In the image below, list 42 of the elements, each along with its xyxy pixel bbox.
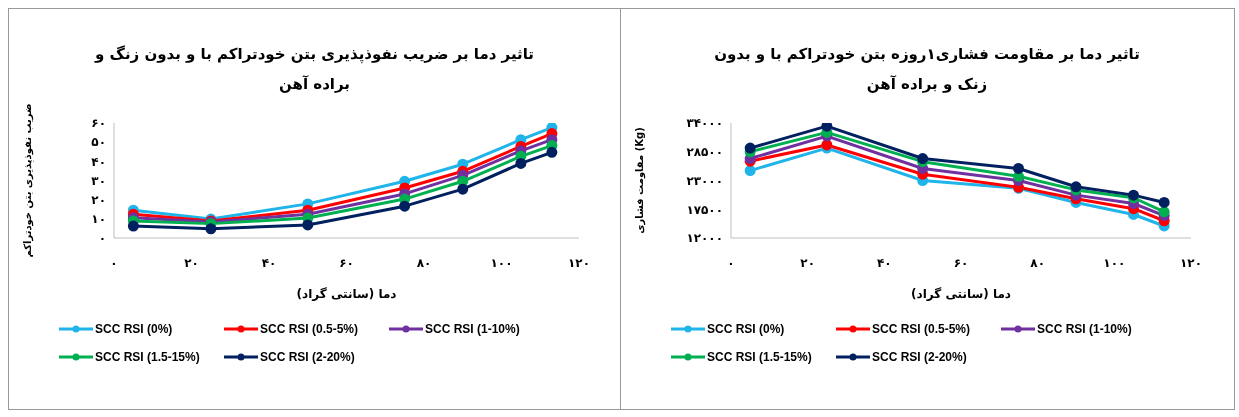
legend-label: SCC RSI (1.5-15%) (95, 350, 200, 364)
y-tick-label: ۶۰ (91, 116, 106, 131)
legend-label: SCC RSI (1.5-15%) (707, 350, 812, 364)
legend-label: SCC RSI (2-20%) (872, 350, 967, 364)
x-axis-title: دما (سانتی گراد) (911, 287, 1011, 301)
x-tick-label: ۶۰ (953, 255, 969, 270)
y-tick-label: ۱۷۵۰۰ (686, 202, 723, 217)
y-tick-label: ۲۳۰۰۰ (686, 173, 723, 188)
x-tick-label: ۸۰ (1030, 255, 1045, 270)
legend-label: SCC RSI (0%) (95, 322, 173, 336)
x-tick-label: ۱۲۰ (1180, 255, 1202, 270)
y-tick-label: ۲۰ (91, 192, 106, 207)
x-tick-label: ۲۰ (184, 255, 199, 270)
legend-label: SCC RSI (0%) (707, 322, 785, 336)
x-tick-label: ۶۰ (339, 255, 354, 270)
chart-title: تاثیر دما بر ضریب نفوذپذیری بتن خودتراکم با و بدون زنگ و براده آهن (93, 44, 535, 95)
y-axis-title: مقاومت فشاری (Kg) (633, 127, 646, 234)
x-tick-label: ۰ (727, 255, 735, 270)
y-tick-label: ۰ (98, 231, 106, 246)
x-tick-label: ۲۰ (800, 255, 815, 270)
y-tick-label: ۱۲۰۰۰ (686, 231, 723, 246)
x-tick-label: ۱۲۰ (568, 255, 590, 270)
x-tick-label: ۴۰ (877, 255, 892, 270)
x-tick-label: ۸۰ (416, 255, 432, 270)
legend-label: SCC RSI (1-10%) (1037, 322, 1132, 336)
y-tick-label: ۵۰ (91, 135, 106, 150)
y-axis-title: ضریب نفوذپذیری بتن خودتراکم (21, 103, 34, 258)
y-tick-label: ۱۰ (91, 212, 106, 227)
legend-label: SCC RSI (1-10%) (425, 322, 520, 336)
legend-label: SCC RSI (0.5-5%) (872, 322, 971, 336)
y-tick-label: ۲۸۵۰۰ (686, 145, 723, 160)
legend-label: SCC RSI (0.5-5%) (260, 322, 359, 336)
x-tick-label: ۰ (110, 255, 118, 270)
x-axis-title: دما (سانتی گراد) (296, 287, 397, 301)
x-tick-label: ۱۰۰ (490, 255, 513, 270)
chart-title: تاثیر دما بر مقاومت فشاری۱روزه بتن خودتراکم با و بدون زنک و براده آهن (713, 44, 1141, 95)
legend-label: SCC RSI (2-20%) (260, 350, 355, 364)
y-tick-label: ۴۰ (91, 154, 106, 169)
y-tick-label: ۳۴۰۰۰ (686, 116, 723, 131)
x-tick-label: ۱۰۰ (1103, 255, 1126, 270)
x-tick-label: ۴۰ (261, 255, 277, 270)
y-tick-label: ۳۰ (91, 173, 106, 188)
